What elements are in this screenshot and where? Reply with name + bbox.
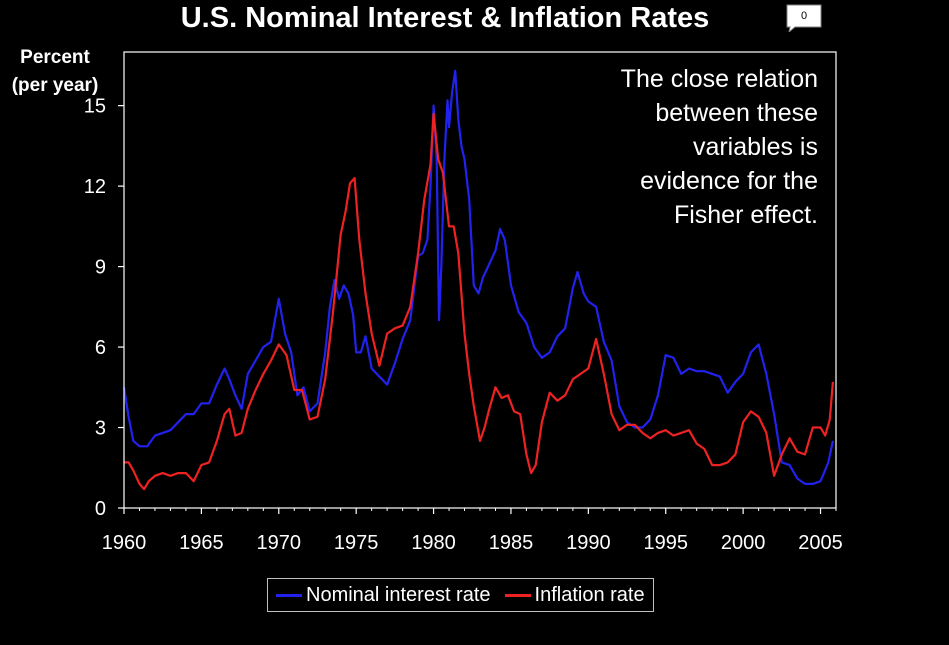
- y-axis-label: Percent (per year): [0, 44, 110, 100]
- legend-swatch-inflation: [504, 593, 531, 597]
- x-tick-label: 1975: [334, 532, 379, 554]
- chart-legend: Nominal interest rate Inflation rate: [267, 578, 654, 612]
- x-tick-label: 1995: [643, 532, 688, 554]
- x-tick-label: 1980: [411, 532, 456, 554]
- inflation-rate-line: [124, 112, 834, 491]
- y-axis-label-line-2: (per year): [11, 75, 99, 96]
- y-tick-label: 3: [95, 418, 106, 440]
- legend-item-nominal: Nominal interest rate: [276, 584, 491, 607]
- y-tick-label: 9: [95, 257, 106, 279]
- x-tick-label: 1990: [566, 532, 611, 554]
- x-tick-label: 2000: [721, 532, 766, 554]
- annotation-line-1: The close relation: [620, 65, 818, 93]
- annotation-line-3: variables is: [692, 133, 818, 161]
- y-axis-label-line-1: Percent: [20, 47, 90, 68]
- x-tick-label: 1970: [257, 532, 302, 554]
- legend-label-nominal: Nominal interest rate: [306, 583, 491, 606]
- legend-item-inflation: Inflation rate: [504, 583, 645, 607]
- annotation-line-5: Fisher effect.: [673, 201, 818, 229]
- legend-swatch-nominal: [276, 593, 302, 597]
- page-title: U.S. Nominal Interest & Inflation Rates: [180, 2, 710, 34]
- annotation-line-4: evidence for the: [640, 167, 818, 195]
- comment-icon[interactable]: [786, 4, 822, 32]
- y-tick-label: 12: [84, 176, 106, 198]
- x-tick-label: 1965: [179, 532, 224, 554]
- y-tick-label: 6: [95, 337, 106, 359]
- x-tick-label: 2005: [798, 532, 843, 554]
- x-tick-label: 1985: [489, 532, 534, 554]
- fisher-effect-annotation: The close relation between these variabl…: [560, 62, 818, 232]
- annotation-line-2: between these: [655, 99, 818, 127]
- nominal-interest-rate-line: [122, 69, 834, 485]
- x-tick-label: 1960: [102, 532, 147, 554]
- comment-count: 0: [800, 10, 808, 22]
- y-tick-label: 0: [95, 498, 106, 520]
- legend-label-inflation: Inflation rate: [534, 583, 645, 606]
- y-tick-label: 15: [84, 96, 106, 118]
